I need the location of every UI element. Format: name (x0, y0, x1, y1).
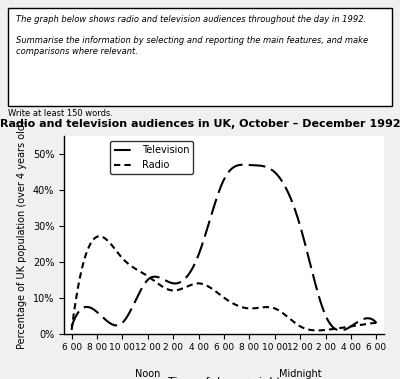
Line: Radio: Radio (72, 236, 376, 330)
Legend: Television, Radio: Television, Radio (110, 141, 193, 174)
Radio (328, 327, 333, 332)
Television (257, 163, 262, 168)
Radio (315, 328, 320, 333)
Radio (257, 305, 262, 310)
Text: Midnight: Midnight (279, 370, 322, 379)
Television (327, 321, 332, 325)
Television (374, 321, 379, 325)
Text: Radio and television audiences in UK, October – December 1992: Radio and television audiences in UK, Oc… (0, 119, 400, 129)
FancyBboxPatch shape (8, 8, 392, 106)
Text: Write at least 150 words.: Write at least 150 words. (8, 109, 113, 118)
Television (70, 321, 75, 326)
Text: Noon: Noon (135, 370, 160, 379)
Radio (69, 328, 74, 332)
Television (69, 324, 74, 329)
Y-axis label: Percentage of UK population (over 4 years old): Percentage of UK population (over 4 year… (17, 121, 27, 349)
Radio (97, 234, 102, 238)
Television (252, 163, 256, 168)
Radio (252, 306, 256, 310)
Radio (374, 321, 379, 325)
Radio (251, 306, 256, 311)
Television (251, 163, 256, 168)
Line: Television: Television (72, 165, 376, 330)
Television (240, 163, 245, 167)
Radio (348, 324, 352, 329)
Text: The graph below shows radio and television audiences throughout the day in 1992.: The graph below shows radio and televisi… (16, 16, 368, 56)
Radio (70, 320, 75, 324)
Television (348, 325, 352, 329)
Television (338, 328, 343, 333)
X-axis label: Time of day or night: Time of day or night (168, 377, 280, 379)
